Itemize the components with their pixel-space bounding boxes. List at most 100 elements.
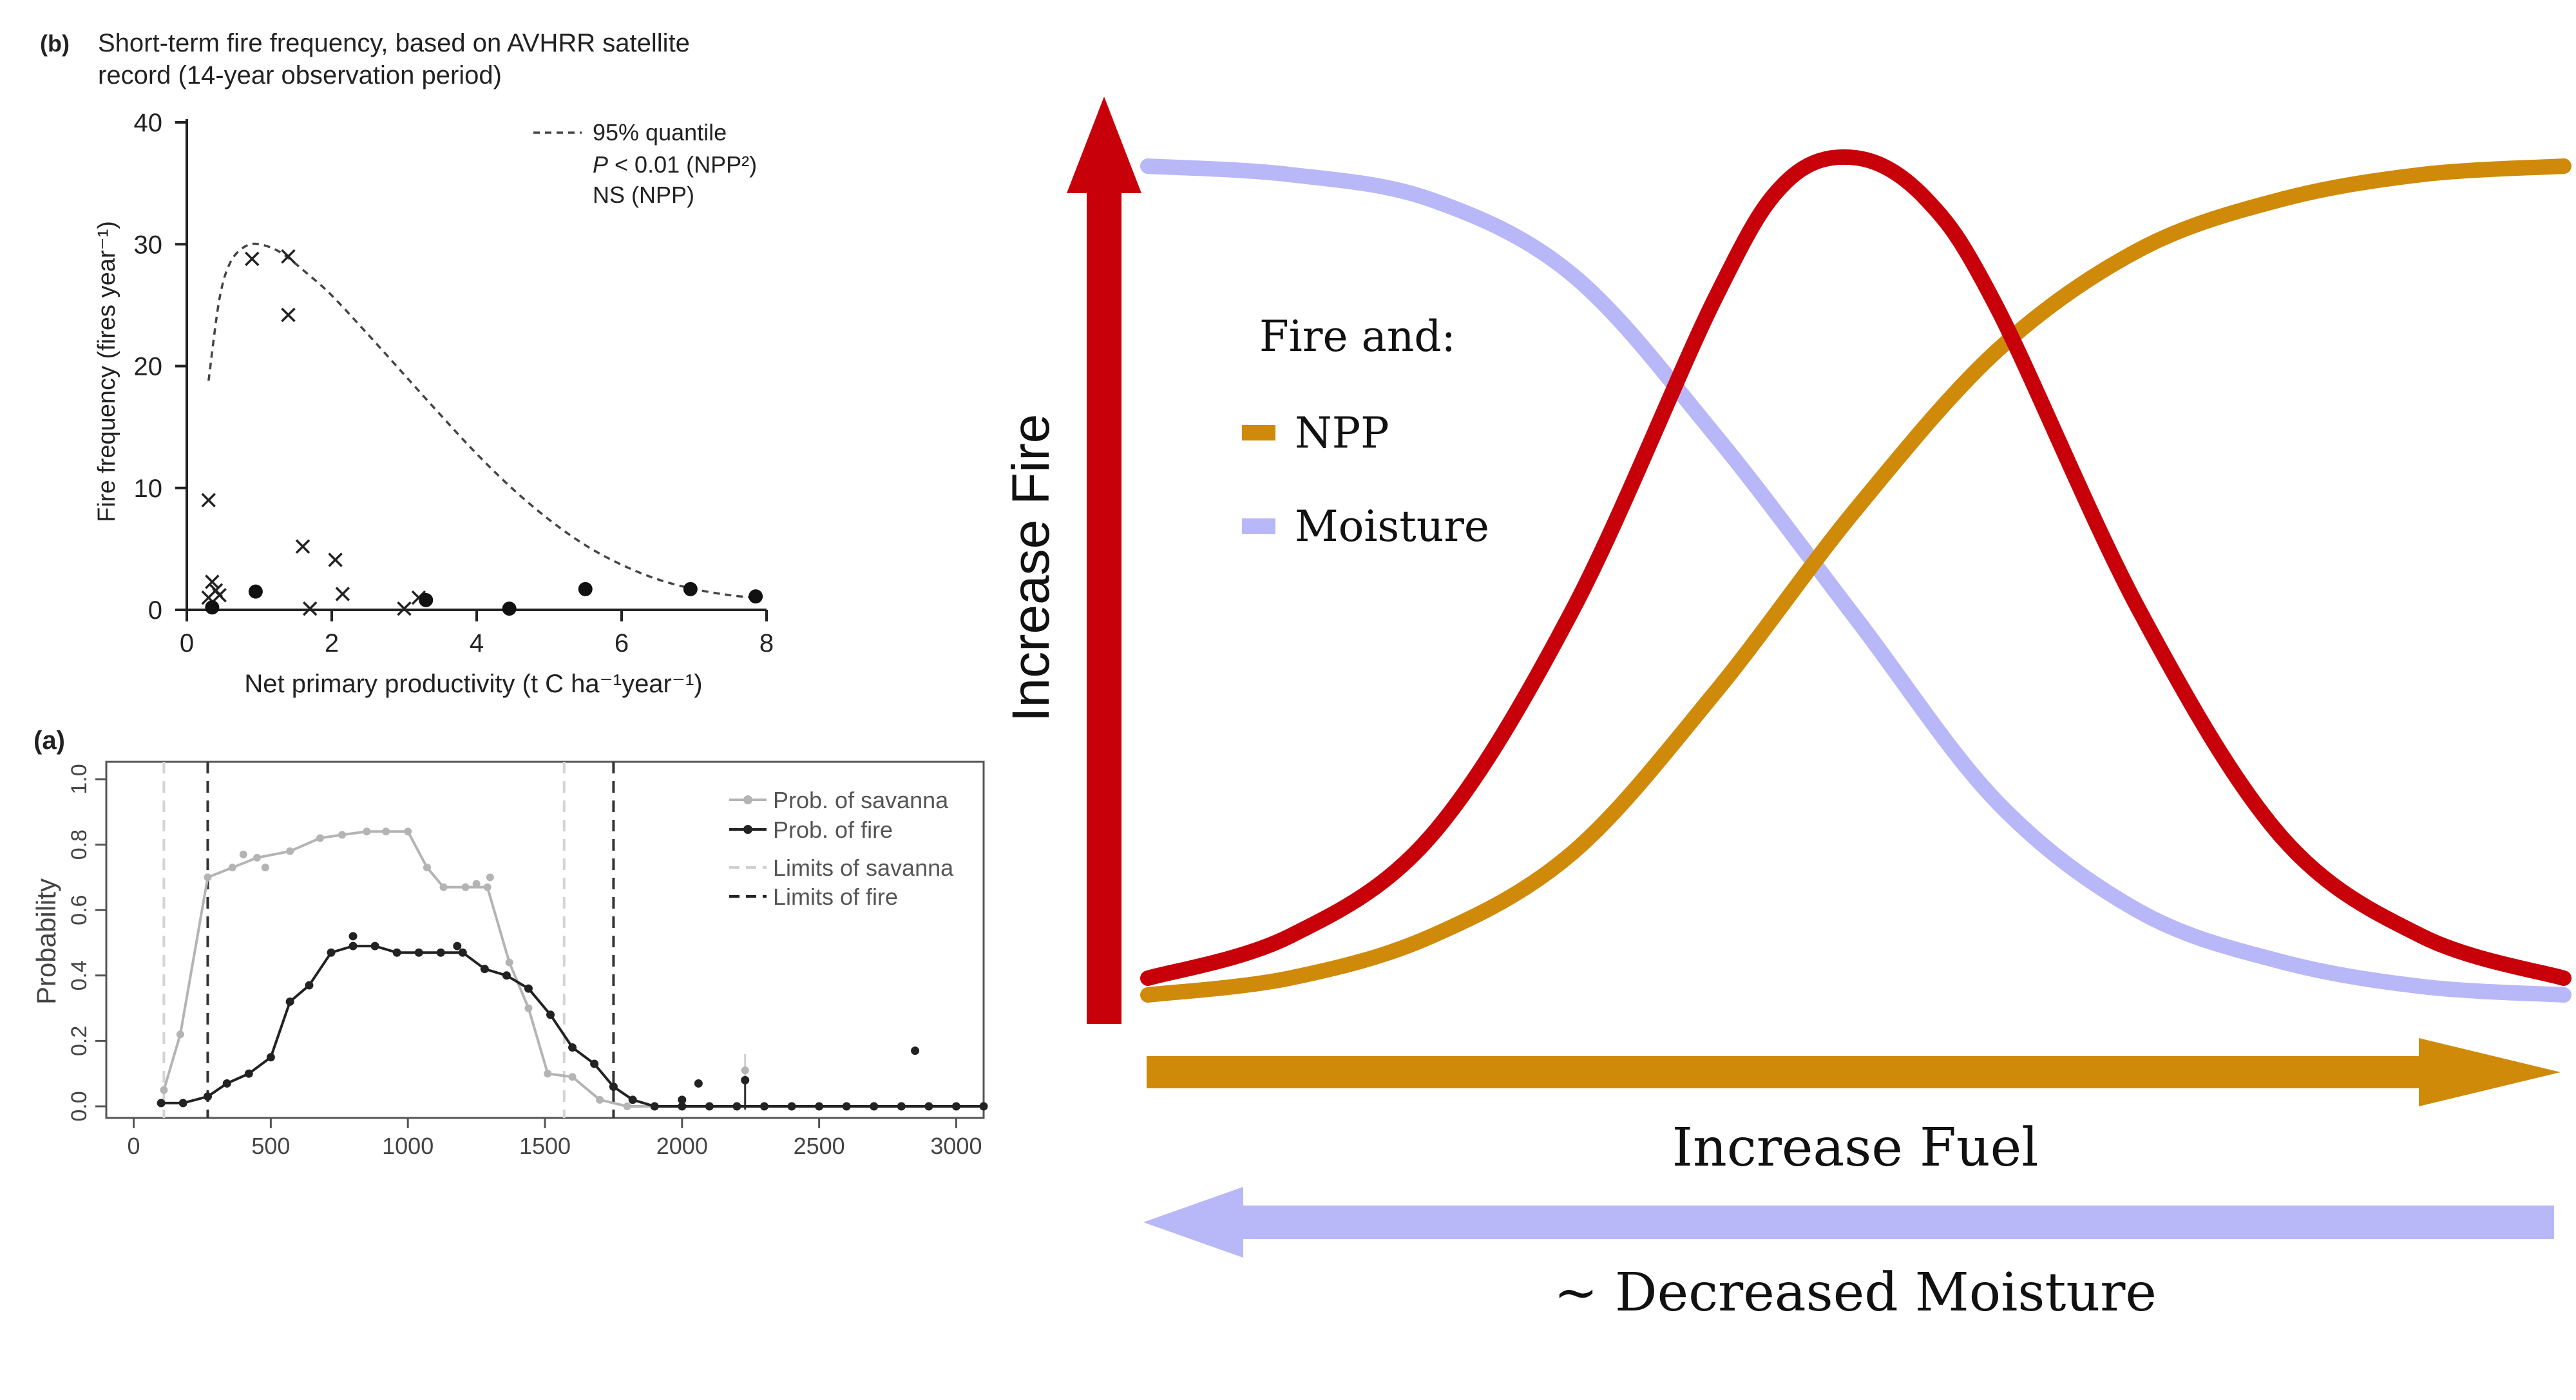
- panel-a-ytick-label: 0.0: [67, 1091, 91, 1121]
- panel-b-x-point: [281, 249, 296, 264]
- fire-arrow-head: [1067, 97, 1141, 193]
- panel-b-dot-point: [502, 601, 517, 616]
- savanna-point: [363, 828, 371, 836]
- panel-b-xtick-label: 0: [180, 629, 194, 657]
- panel-b-ytick-label: 0: [148, 596, 162, 625]
- panel-b-title-line1: Short-term fire frequency, based on AVHR…: [98, 29, 690, 57]
- savanna-point: [596, 1095, 604, 1104]
- fire-point: [568, 1043, 577, 1052]
- panel-b-legend-line2: P < 0.01 (NPP²): [593, 151, 757, 178]
- fire-point: [732, 1102, 741, 1111]
- fire-point: [897, 1102, 906, 1111]
- fire-extra-point: [911, 1046, 920, 1055]
- fuel-arrow-label: Increase Fuel: [1672, 1117, 2039, 1178]
- panel-b-dot-point: [205, 600, 220, 615]
- panel-b-legend-line3: NS (NPP): [593, 182, 694, 208]
- panel-b-legend-line1: 95% quantile: [593, 119, 727, 146]
- savanna-point: [382, 828, 390, 836]
- panel-b-x-point: [303, 601, 318, 616]
- schematic-legend-title: Fire and:: [1259, 312, 1456, 361]
- fuel-arrow-shaft: [1147, 1056, 2419, 1088]
- panel-a-xtick-label: 2000: [656, 1133, 708, 1159]
- fire-extra-point: [741, 1075, 750, 1084]
- panel-b-title-line2: record (14-year observation period): [98, 61, 502, 90]
- savanna-extra-point: [472, 880, 481, 888]
- panel-a: (a) 0.0 0.2 0.4 0.6 0.8 1.0 0 500 1000 1500 2000 2…: [31, 726, 988, 1159]
- panel-b-quantile-curve: [207, 242, 756, 599]
- savanna-point: [544, 1070, 552, 1078]
- panel-b-ytick-label: 10: [134, 475, 163, 503]
- fire-point: [546, 1010, 555, 1019]
- panel-a-letter: (a): [33, 726, 65, 755]
- panel-a-fire-line: [161, 945, 984, 1108]
- fire-point: [370, 941, 379, 951]
- moisture-curve: [1140, 158, 2571, 1003]
- fire-point: [524, 984, 533, 993]
- fire-point: [979, 1102, 988, 1111]
- savanna-point: [160, 1086, 168, 1094]
- savanna-point: [338, 831, 347, 839]
- savanna-point: [505, 958, 513, 967]
- panel-a-xtick-label: 1500: [519, 1133, 571, 1159]
- fire-point: [244, 1069, 253, 1078]
- panel-b-ylabel: Fire frequency (fires year⁻¹): [93, 221, 120, 522]
- moisture-arrow-head: [1143, 1187, 1243, 1258]
- npp-legend-swatch: [1242, 425, 1275, 440]
- panel-b-xtick-label: 4: [470, 629, 484, 657]
- panel-b-dot-point: [578, 582, 593, 596]
- savanna-point: [423, 864, 431, 872]
- panel-a-xtick-label: 0: [128, 1133, 140, 1159]
- legend-fire-limit-label: Limits of fire: [773, 884, 898, 910]
- savanna-point: [623, 1102, 631, 1110]
- npp-curve: [1140, 158, 2571, 1003]
- panel-b-x-point: [295, 539, 310, 554]
- fire-extra-point: [453, 941, 462, 951]
- panel-b-y-ticks: 0 10 20 30 40: [134, 109, 187, 625]
- savanna-point: [483, 883, 491, 891]
- panel-b-dot-markers: [205, 582, 763, 616]
- savanna-point: [568, 1073, 577, 1081]
- panel-a-ylabel: Probability: [31, 878, 61, 1005]
- panel-a-xtick-label: 3000: [930, 1133, 982, 1159]
- fire-point: [392, 948, 401, 957]
- fire-point: [305, 981, 314, 990]
- savanna-point: [176, 1030, 184, 1039]
- fire-extra-point: [678, 1095, 687, 1104]
- fire-point: [266, 1053, 275, 1062]
- panel-b-x-point: [205, 574, 220, 589]
- panel-a-legend: Prob. of savanna Prob. of fire Limits of…: [729, 787, 954, 910]
- savanna-extra-point: [486, 873, 494, 882]
- panel-b-ytick-label: 20: [134, 353, 163, 381]
- panel-a-y-ticks: 0.0 0.2 0.4 0.6 0.8 1.0: [67, 764, 106, 1122]
- fuel-arrow-head: [2419, 1038, 2561, 1106]
- panel-a-ytick-label: 0.6: [67, 895, 91, 925]
- fire-point: [157, 1099, 166, 1108]
- panel-a-ytick-label: 0.4: [67, 960, 91, 990]
- fire-point: [590, 1059, 599, 1068]
- panel-b-x-point: [281, 307, 296, 323]
- fire-point: [705, 1102, 714, 1111]
- fire-point: [203, 1092, 212, 1101]
- schematic: Increase Fire Increase Fuel ~ Decreased …: [1002, 97, 2571, 1323]
- savanna-point: [228, 864, 236, 872]
- panel-b-xtick-label: 8: [759, 629, 774, 657]
- savanna-point: [461, 883, 470, 891]
- savanna-extra-point: [741, 1066, 749, 1075]
- panel-b-dot-point: [248, 584, 263, 599]
- fire-point: [842, 1102, 851, 1111]
- moisture-arrow-shaft: [1243, 1206, 2554, 1239]
- fire-point: [458, 948, 467, 957]
- fire-arrow-label: Increase Fire: [1002, 414, 1060, 723]
- npp-legend-label: NPP: [1295, 408, 1389, 458]
- panel-b-xtick-label: 6: [615, 629, 629, 657]
- legend-savanna-dot: [743, 795, 752, 804]
- moisture-legend-swatch: [1242, 518, 1275, 534]
- savanna-extra-point: [261, 864, 269, 872]
- fire-point: [678, 1102, 687, 1111]
- fire-point: [502, 971, 511, 980]
- fire-extra-point: [694, 1079, 703, 1088]
- panel-b-x-point: [212, 588, 227, 603]
- panel-a-xtick-label: 1000: [382, 1133, 434, 1159]
- fire-point: [436, 948, 445, 957]
- panel-b-x-point: [245, 251, 260, 267]
